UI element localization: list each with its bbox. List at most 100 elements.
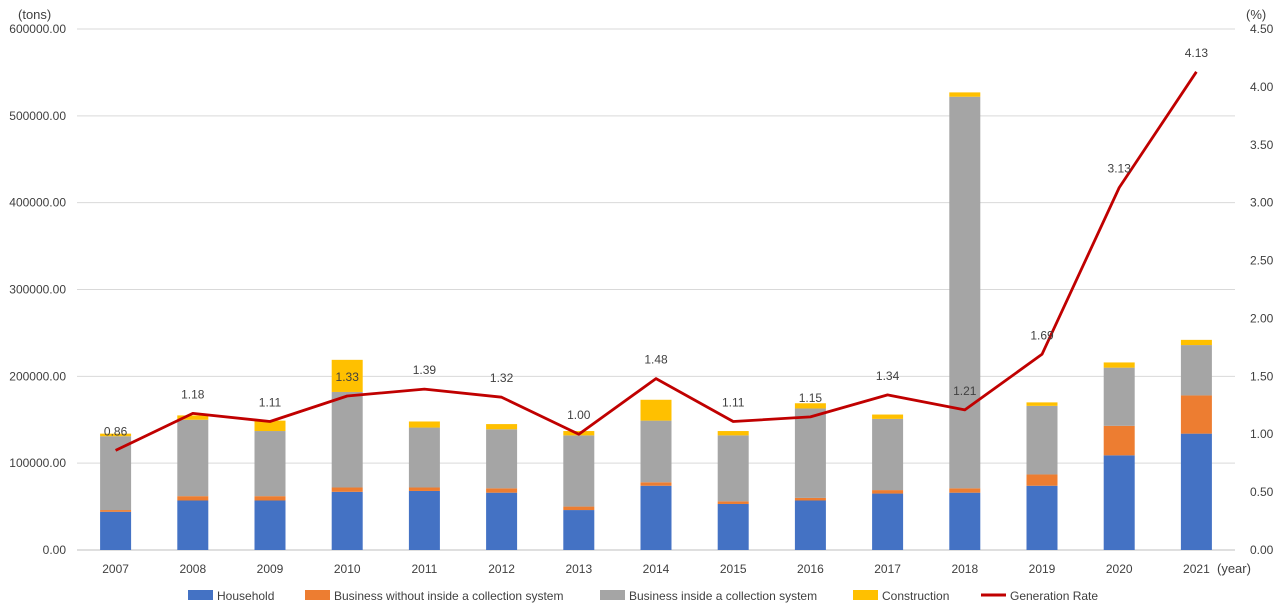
bar-segment xyxy=(717,435,749,502)
bar-segment xyxy=(1180,339,1212,346)
legend-swatch xyxy=(853,590,878,600)
bar-segment xyxy=(408,487,440,491)
x-tick-label: 2021 xyxy=(1183,562,1210,576)
bar-segment xyxy=(794,403,826,409)
bar-segment xyxy=(1026,485,1058,550)
left-tick-label: 200000.00 xyxy=(9,369,66,383)
bar-segment xyxy=(408,490,440,550)
x-tick-label: 2020 xyxy=(1106,562,1133,576)
bar-segment xyxy=(640,420,672,483)
left-tick-label: 0.00 xyxy=(43,543,67,557)
legend-swatch xyxy=(600,590,625,600)
bar-segment xyxy=(872,414,904,419)
rate-data-label: 1.11 xyxy=(722,395,745,409)
right-tick-label: 2.00 xyxy=(1250,311,1274,325)
bar-segment xyxy=(717,501,749,504)
bar-segment xyxy=(1103,425,1135,456)
bar-segment xyxy=(872,493,904,550)
x-tick-label: 2015 xyxy=(720,562,747,576)
bar-segment xyxy=(640,399,672,421)
rate-data-label: 1.11 xyxy=(259,395,282,409)
x-tick-label: 2010 xyxy=(334,562,361,576)
right-tick-label: 1.50 xyxy=(1250,369,1274,383)
rate-data-label: 0.86 xyxy=(104,424,128,438)
bar-segment xyxy=(1026,402,1058,406)
bar-segment xyxy=(177,500,209,550)
bar-segment xyxy=(794,497,826,501)
bar-segment xyxy=(254,500,286,550)
bar-segment xyxy=(949,488,981,493)
bar-segment xyxy=(408,427,440,488)
x-tick-label: 2014 xyxy=(643,562,670,576)
left-tick-label: 500000.00 xyxy=(9,109,66,123)
data-labels: 0.86 1.18 1.11 1.33 1.39 1.32 1.00 1.48 1.11 1.15… xyxy=(104,46,1208,439)
right-tick-label: 3.50 xyxy=(1250,138,1274,152)
bar-segment xyxy=(331,487,363,492)
rate-data-label: 1.18 xyxy=(181,387,205,401)
generation-rate-line xyxy=(114,71,1198,452)
bar-segment xyxy=(254,496,286,501)
generation-rate-line-path xyxy=(114,71,1198,452)
bar-segment xyxy=(1026,405,1058,475)
bar-segment xyxy=(1180,345,1212,396)
bar-segment xyxy=(563,510,595,550)
x-tick-label: 2007 xyxy=(102,562,129,576)
rate-data-label: 4.13 xyxy=(1185,46,1209,60)
right-tick-label: 2.50 xyxy=(1250,254,1274,268)
x-tick-label: 2019 xyxy=(1029,562,1056,576)
bar-segment xyxy=(949,96,981,489)
left-tick-label: 300000.00 xyxy=(9,283,66,297)
x-tick-label: 2011 xyxy=(411,562,437,576)
bar-segment xyxy=(1103,362,1135,368)
x-tick-label: 2009 xyxy=(257,562,284,576)
bar-segment xyxy=(1180,395,1212,434)
axes: 0.00 100000.00 200000.00 300000.00 400000.00… xyxy=(9,22,1273,576)
legend-swatch xyxy=(188,590,213,600)
bar-segment xyxy=(331,391,363,488)
right-tick-label: 3.00 xyxy=(1250,196,1274,210)
rate-data-label: 1.34 xyxy=(876,369,900,383)
bar-segment xyxy=(408,421,440,428)
left-tick-label: 400000.00 xyxy=(9,196,66,210)
bar-segment xyxy=(872,418,904,491)
bar-segment xyxy=(1103,455,1135,550)
x-tick-label: 2018 xyxy=(951,562,978,576)
x-tick-label: 2013 xyxy=(565,562,592,576)
right-tick-label: 1.00 xyxy=(1250,427,1274,441)
x-tick-label: 2008 xyxy=(179,562,206,576)
bar-segment xyxy=(331,491,363,550)
rate-data-label: 1.48 xyxy=(644,353,668,367)
right-tick-label: 0.00 xyxy=(1250,543,1274,557)
bar-segment xyxy=(563,506,595,511)
bar-segment xyxy=(177,415,209,420)
right-tick-label: 0.50 xyxy=(1250,485,1274,499)
legend-label: Household xyxy=(217,589,274,603)
bar-segment xyxy=(640,482,672,486)
rate-data-label: 1.39 xyxy=(413,363,437,377)
left-tick-label: 100000.00 xyxy=(9,456,66,470)
legend-label: Business without inside a collection sys… xyxy=(334,589,563,603)
rate-data-label: 3.13 xyxy=(1108,162,1132,176)
rate-data-label: 1.15 xyxy=(799,391,823,405)
bar-segment xyxy=(717,503,749,550)
bar-segment xyxy=(872,490,904,494)
rate-data-label: 1.21 xyxy=(953,384,977,398)
right-axis-unit: (%) xyxy=(1246,7,1266,22)
right-tick-label: 4.00 xyxy=(1250,80,1274,94)
bar-segment xyxy=(254,420,286,432)
rate-data-label: 1.32 xyxy=(490,371,514,385)
x-tick-label: 2017 xyxy=(874,562,901,576)
bar-segment xyxy=(100,436,132,511)
bar-segment xyxy=(254,431,286,497)
legend-label: Generation Rate xyxy=(1010,589,1098,603)
bar-segment xyxy=(563,435,595,507)
bar-segment xyxy=(100,510,132,512)
legend-label: Construction xyxy=(882,589,949,603)
bar-segment xyxy=(717,431,749,436)
x-tick-label: 2016 xyxy=(797,562,824,576)
x-axis-unit: (year) xyxy=(1217,561,1251,576)
bar-segment xyxy=(100,511,132,550)
bar-segment xyxy=(949,492,981,550)
bar-segment xyxy=(1103,367,1135,426)
stacked-bars xyxy=(100,92,1212,550)
